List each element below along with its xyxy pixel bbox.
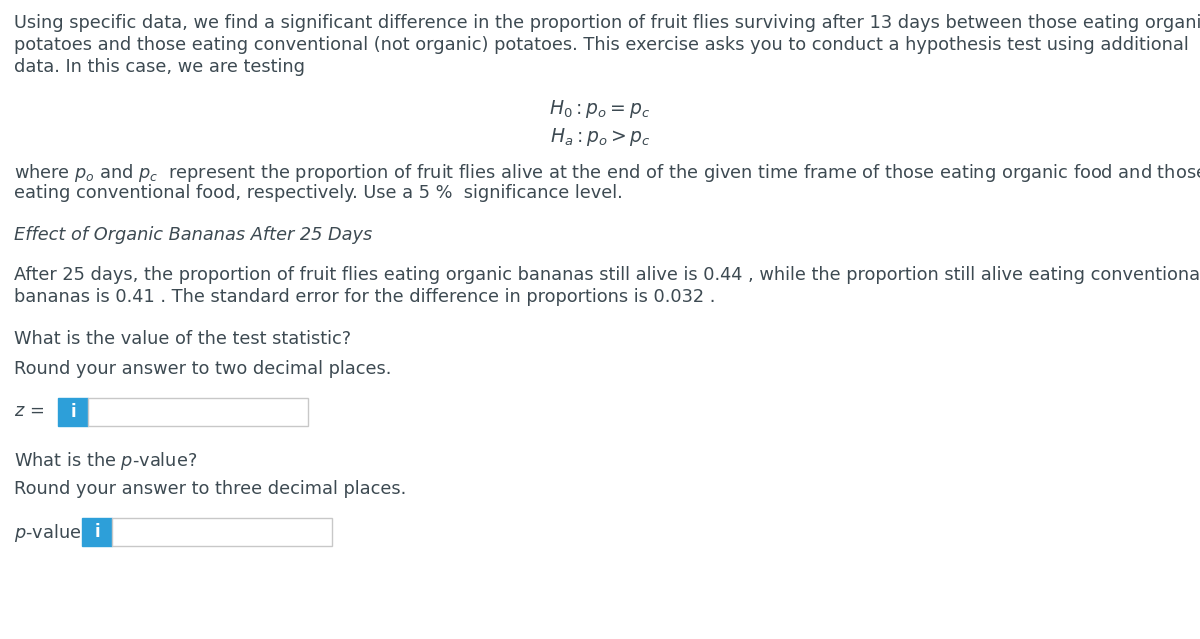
Text: where $p_o$ and $p_c$  represent the proportion of fruit flies alive at the end : where $p_o$ and $p_c$ represent the prop… [14, 162, 1200, 184]
FancyBboxPatch shape [58, 398, 88, 426]
Text: i: i [70, 403, 76, 421]
Text: data. In this case, we are testing: data. In this case, we are testing [14, 58, 305, 76]
Text: $H_a: p_o > p_c$: $H_a: p_o > p_c$ [550, 126, 650, 148]
Text: $z$ =: $z$ = [14, 402, 44, 420]
Text: eating conventional food, respectively. Use a 5 %  significance level.: eating conventional food, respectively. … [14, 184, 623, 202]
Text: Round your answer to two decimal places.: Round your answer to two decimal places. [14, 360, 391, 378]
Text: After 25 days, the proportion of fruit flies eating organic bananas still alive : After 25 days, the proportion of fruit f… [14, 266, 1200, 284]
Text: What is the value of the test statistic?: What is the value of the test statistic? [14, 330, 352, 348]
Text: potatoes and those eating conventional (not organic) potatoes. This exercise ask: potatoes and those eating conventional (… [14, 36, 1189, 54]
Text: What is the $p$-value?: What is the $p$-value? [14, 450, 197, 472]
Text: bananas is 0.41 . The standard error for the difference in proportions is 0.032 : bananas is 0.41 . The standard error for… [14, 288, 715, 306]
Text: Round your answer to three decimal places.: Round your answer to three decimal place… [14, 480, 407, 498]
FancyBboxPatch shape [88, 398, 308, 426]
FancyBboxPatch shape [112, 518, 332, 546]
Text: i: i [94, 523, 100, 541]
Text: $p$-value =: $p$-value = [14, 522, 101, 544]
Text: Using specific data, we find a significant difference in the proportion of fruit: Using specific data, we find a significa… [14, 14, 1200, 32]
Text: $H_0 : p_o = p_c$: $H_0 : p_o = p_c$ [550, 98, 650, 120]
Text: Effect of Organic Bananas After 25 Days: Effect of Organic Bananas After 25 Days [14, 226, 372, 244]
FancyBboxPatch shape [82, 518, 112, 546]
